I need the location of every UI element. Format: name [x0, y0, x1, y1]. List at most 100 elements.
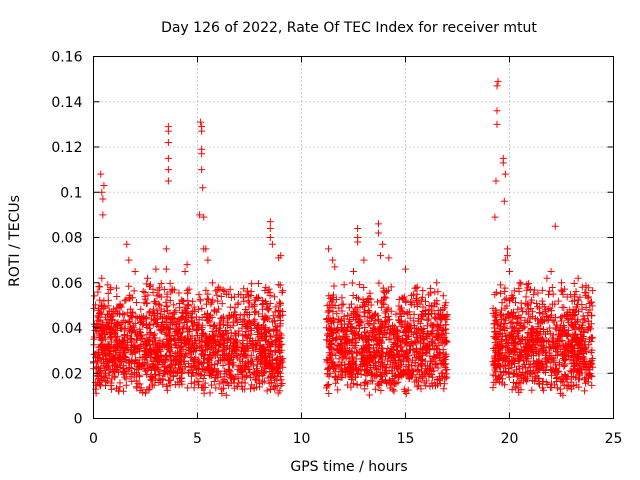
data-point: [391, 357, 399, 365]
data-point: [542, 378, 550, 386]
data-point: [427, 364, 435, 372]
data-point: [522, 364, 530, 372]
data-point: [141, 345, 149, 353]
data-point: [422, 348, 430, 356]
data-point: [560, 304, 568, 312]
data-point: [257, 358, 265, 366]
data-point: [152, 338, 160, 346]
data-point: [226, 345, 234, 353]
data-point: [264, 306, 272, 314]
data-point: [277, 376, 285, 384]
data-point: [122, 381, 130, 389]
data-point: [273, 323, 281, 331]
data-point: [589, 287, 597, 295]
data-point: [101, 382, 109, 390]
data-point: [533, 328, 541, 336]
data-point: [108, 353, 116, 361]
data-point: [422, 377, 430, 385]
data-point: [588, 302, 596, 310]
data-point: [553, 377, 561, 385]
data-point: [325, 292, 333, 300]
data-point: [368, 330, 376, 338]
data-point: [241, 385, 249, 393]
data-point: [535, 358, 543, 366]
data-point: [528, 325, 536, 333]
data-point: [381, 309, 389, 317]
data-point: [510, 308, 518, 316]
data-point: [277, 252, 285, 260]
data-point: [394, 363, 402, 371]
data-point: [102, 363, 110, 371]
data-point: [250, 362, 258, 370]
data-point: [178, 297, 186, 305]
data-point: [366, 349, 374, 357]
data-point: [167, 337, 175, 345]
data-point: [353, 367, 361, 375]
data-point: [220, 352, 228, 360]
data-point: [376, 329, 384, 337]
data-point: [397, 317, 405, 325]
data-point: [262, 314, 270, 322]
data-point: [164, 154, 172, 162]
data-point: [164, 138, 172, 146]
data-point: [538, 286, 546, 294]
data-point: [377, 387, 385, 395]
data-point: [436, 354, 444, 362]
data-point: [563, 384, 571, 392]
data-point: [533, 300, 541, 308]
data-point: [131, 267, 139, 275]
data-point: [552, 352, 560, 360]
data-point: [199, 184, 207, 192]
data-point: [492, 177, 500, 185]
data-point: [357, 381, 365, 389]
data-point: [162, 366, 170, 374]
data-point: [270, 293, 278, 301]
data-point: [195, 316, 203, 324]
data-point: [512, 380, 520, 388]
data-point: [263, 387, 271, 395]
data-point: [425, 341, 433, 349]
data-point: [412, 294, 420, 302]
data-point: [125, 282, 133, 290]
data-point: [210, 306, 218, 314]
data-point: [520, 323, 528, 331]
data-point: [346, 317, 354, 325]
data-point: [323, 315, 331, 323]
data-point: [146, 281, 154, 289]
data-point: [267, 333, 275, 341]
data-point: [99, 345, 107, 353]
data-point: [103, 318, 111, 326]
data-point: [263, 332, 271, 340]
data-point: [347, 383, 355, 391]
data-point: [542, 357, 550, 365]
data-point: [588, 373, 596, 381]
data-point: [522, 293, 530, 301]
data-point: [584, 326, 592, 334]
data-point: [587, 333, 595, 341]
data-point: [362, 332, 370, 340]
data-point: [514, 384, 522, 392]
data-point: [263, 303, 271, 311]
data-point: [581, 315, 589, 323]
data-point: [231, 329, 239, 337]
data-point: [361, 360, 369, 368]
data-point: [410, 317, 418, 325]
data-point: [98, 274, 106, 282]
data-point: [96, 365, 104, 373]
data-point: [551, 222, 559, 230]
data-point: [112, 366, 120, 374]
x-axis-label: GPS time / hours: [290, 459, 407, 475]
data-point: [107, 379, 115, 387]
data-point: [104, 281, 112, 289]
data-point: [254, 322, 262, 330]
data-point: [356, 348, 364, 356]
data-point: [403, 335, 411, 343]
data-point: [538, 316, 546, 324]
data-point: [523, 352, 531, 360]
data-point: [224, 315, 232, 323]
data-point: [188, 314, 196, 322]
data-point: [509, 370, 517, 378]
data-point: [389, 386, 397, 394]
data-point: [116, 310, 124, 318]
data-point: [195, 305, 203, 313]
